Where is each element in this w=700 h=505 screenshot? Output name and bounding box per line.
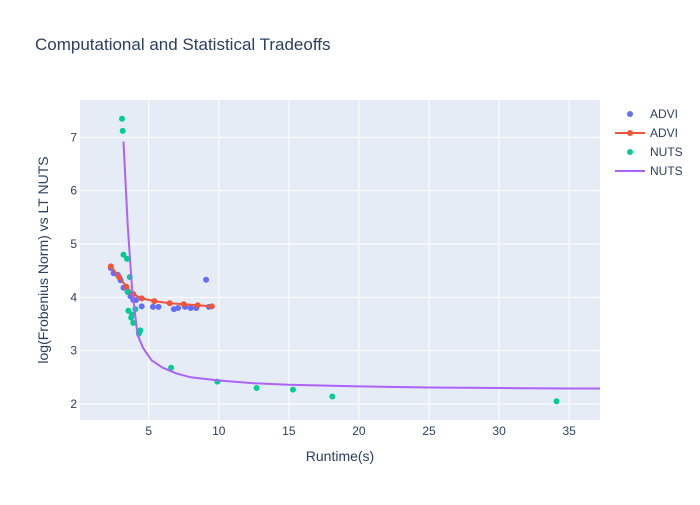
data-point	[290, 386, 296, 393]
grid-layer	[80, 100, 600, 420]
y-tick-label: 4	[70, 290, 77, 304]
data-point	[187, 305, 194, 311]
series-2	[107, 263, 215, 310]
x-tick-label: 20	[352, 424, 366, 438]
legend-label: ADVI	[650, 126, 678, 140]
data-point	[107, 263, 114, 270]
data-point	[130, 319, 137, 326]
series-line	[110, 265, 212, 308]
data-point	[151, 298, 158, 305]
data-point	[119, 115, 125, 122]
x-tick-label: 25	[422, 424, 436, 438]
legend-item-4[interactable]: NUTS	[615, 164, 683, 178]
data-point	[123, 283, 130, 290]
legend-marker-swatch	[627, 149, 633, 155]
legend[interactable]: ADVI ADVI NUTS NUTS	[615, 107, 683, 178]
legend-item-1[interactable]: ADVI	[627, 107, 678, 121]
legend-label: NUTS	[650, 145, 683, 159]
x-axis-title: Runtime(s)	[306, 448, 374, 464]
x-tick-label: 10	[212, 424, 226, 438]
x-tick-label: 30	[492, 424, 506, 438]
legend-item-3[interactable]: NUTS	[627, 145, 683, 159]
series-layer	[107, 115, 600, 405]
series-line	[122, 141, 600, 390]
y-tick-label: 3	[70, 344, 77, 358]
data-point	[120, 251, 127, 258]
legend-marker-swatch	[627, 130, 633, 136]
y-tick-label: 5	[70, 237, 77, 251]
legend-label: ADVI	[650, 107, 678, 121]
series-4	[122, 141, 600, 390]
y-tick-label: 2	[70, 397, 77, 411]
x-tick-label: 35	[562, 424, 576, 438]
data-point	[208, 303, 215, 310]
data-point	[119, 127, 126, 134]
chart-title: Computational and Statistical Tradeoffs	[35, 35, 330, 54]
data-point	[175, 305, 182, 311]
data-point	[329, 393, 336, 400]
legend-marker-swatch	[627, 111, 633, 117]
data-point	[194, 302, 201, 309]
data-point	[128, 311, 135, 318]
tick-layer: 5 10 15 20 25 30 35 2 3 4 5 6 7	[70, 130, 576, 438]
data-point	[203, 276, 210, 283]
legend-item-2[interactable]: ADVI	[615, 126, 678, 140]
data-point	[116, 274, 123, 281]
x-tick-label: 5	[145, 424, 152, 438]
data-point	[138, 303, 145, 310]
data-point	[138, 295, 145, 302]
legend-label: NUTS	[650, 164, 683, 178]
data-point	[168, 364, 175, 371]
data-point	[124, 255, 130, 262]
data-point	[124, 289, 131, 295]
x-tick-label: 15	[282, 424, 296, 438]
data-point	[137, 327, 144, 334]
y-tick-label: 7	[70, 130, 77, 144]
data-point	[553, 398, 560, 405]
plot-area	[80, 100, 600, 420]
y-axis-title: log(Frobenius Norm) vs LT NUTS	[35, 156, 51, 363]
data-point	[166, 300, 173, 307]
y-tick-label: 6	[70, 184, 77, 198]
data-point	[253, 385, 260, 391]
data-point	[149, 303, 156, 310]
data-point	[180, 301, 187, 308]
data-point	[155, 303, 162, 310]
